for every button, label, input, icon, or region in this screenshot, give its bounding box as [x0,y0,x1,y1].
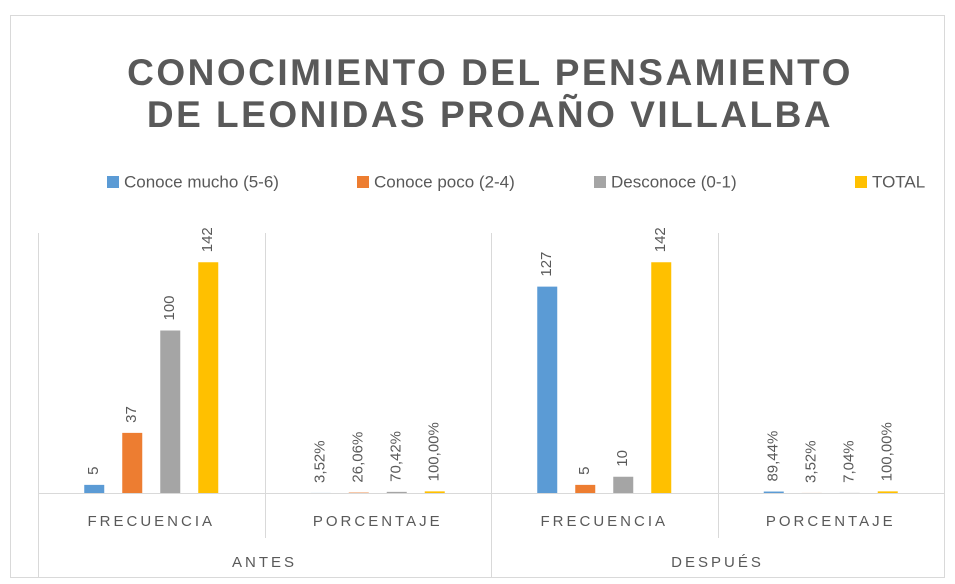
bar [122,432,143,493]
bar [198,262,219,493]
bar [84,484,105,493]
legend-label: Desconoce (0-1) [611,172,737,191]
value-label: 5 [576,467,593,475]
chart-title: CONOCIMIENTO DEL PENSAMIENTO [127,52,853,93]
value-label: 100 [161,295,178,320]
legend-swatch [855,176,867,188]
x-tick-label: FRECUENCIA [87,513,215,530]
value-label: 100,00% [426,422,443,481]
value-label: 3,52% [803,440,820,483]
value-label: 5 [85,467,102,475]
chart-title: DE LEONIDAS PROAÑO VILLALBA [147,93,833,135]
bar [613,476,634,493]
value-label: 7,04% [841,440,858,483]
x-tick-label: PORCENTAJE [766,513,896,530]
x-tick-label: FRECUENCIA [540,513,668,530]
value-label: 127 [538,252,555,277]
legend-swatch [594,176,606,188]
legend-label: Conoce poco (2-4) [374,172,515,191]
legend-label: TOTAL [872,172,925,191]
legend-swatch [357,176,369,188]
bar [537,286,558,493]
group-label: DESPUÉS [671,554,764,571]
x-tick-label: PORCENTAJE [313,513,443,530]
value-label: 142 [652,227,669,252]
bar [160,330,181,493]
value-label: 142 [199,227,216,252]
value-label: 89,44% [765,431,782,482]
value-label: 26,06% [350,432,367,483]
value-label: 70,42% [388,431,405,482]
value-label: 100,00% [879,422,896,481]
bar [424,491,445,493]
legend-swatch [107,176,119,188]
bar [575,484,596,493]
value-label: 10 [614,450,631,467]
legend-label: Conoce mucho (5-6) [124,172,279,191]
bar [651,262,672,493]
value-label: 37 [123,406,140,423]
group-label: ANTES [232,554,297,571]
bar [763,491,784,493]
bar [386,491,407,493]
value-label: 3,52% [312,440,329,483]
bar [877,491,898,493]
